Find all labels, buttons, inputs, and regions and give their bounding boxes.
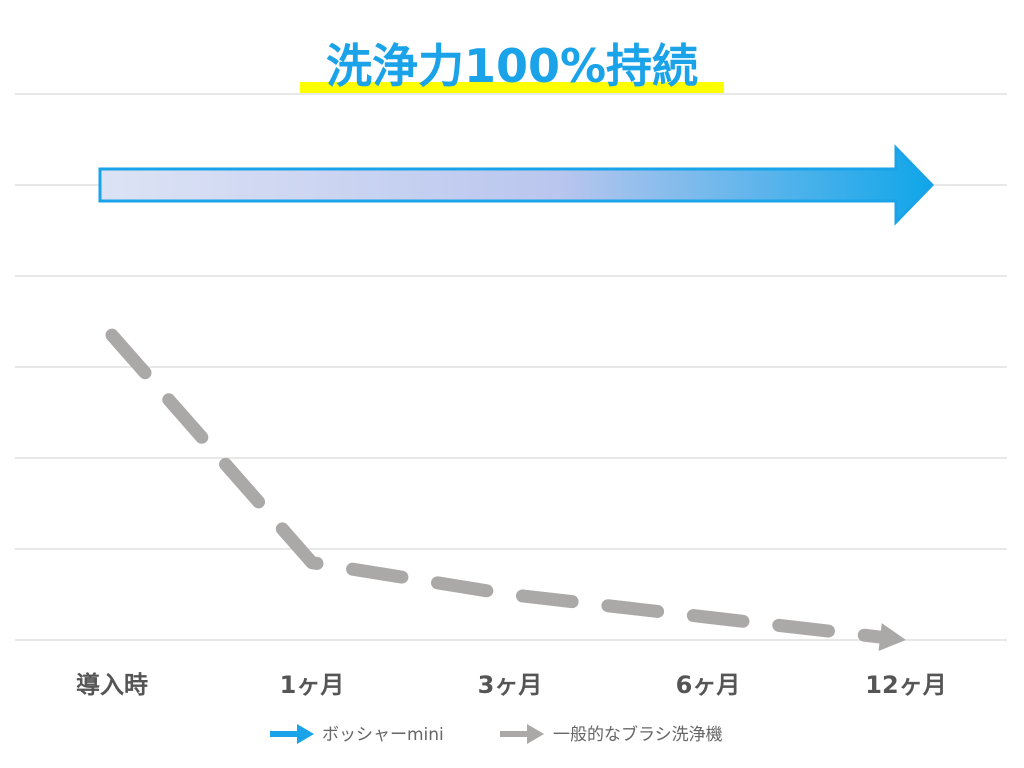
series-bossha-mini [98, 144, 935, 226]
legend-item-bossha-mini: ボッシャーmini [270, 724, 444, 745]
legend-item-general-brush-washer: 一般的なブラシ洗浄機 [500, 724, 723, 745]
legend-swatch-arrowhead-general [527, 724, 544, 744]
legend-label-bossha-mini: ボッシャーmini [322, 725, 444, 745]
x-tick-label-2: 3ヶ月 [478, 671, 543, 699]
general-brush-washer-arrowhead [878, 623, 906, 651]
x-tick-label-1: 1ヶ月 [280, 671, 345, 699]
x-axis: 導入時 1ヶ月 3ヶ月 6ヶ月 12ヶ月 [76, 671, 947, 699]
general-brush-washer-point-2 [509, 594, 511, 596]
legend-label-general-brush-washer: 一般的なブラシ洗浄機 [553, 724, 723, 745]
x-tick-label-0: 導入時 [76, 671, 148, 699]
title-highlight [300, 82, 724, 93]
general-brush-washer-line [105, 328, 887, 644]
series-general-brush-washer [105, 328, 906, 651]
x-tick-label-4: 12ヶ月 [865, 671, 946, 699]
x-tick-label-3: 6ヶ月 [676, 671, 741, 699]
chart-title: 洗浄力100%持続 [326, 39, 698, 93]
legend-swatch-arrowhead-bossha-mini [297, 724, 314, 744]
bossha-mini-arrow [98, 144, 935, 226]
legend: ボッシャーmini 一般的なブラシ洗浄機 [270, 724, 723, 745]
